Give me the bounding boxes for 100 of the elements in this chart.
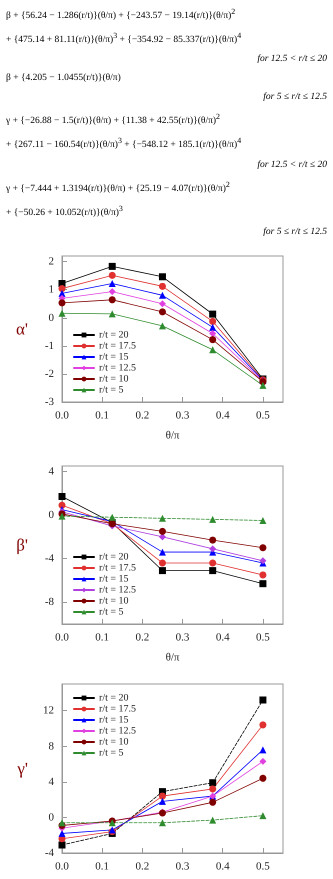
point [158,514,166,522]
point [158,528,166,535]
y-tick-label: 4 [48,776,54,788]
x-tick-label: 0.5 [256,860,270,872]
x-tick-label: 0.0 [55,632,70,644]
y-tick-label: -3 [44,396,54,408]
text: β + {56.24 − 1.286(r/t)}(θ/π) + {−243.57 − 19.14(r/t)}(θ/π)$^{2}$ [5,6,236,24]
point [209,567,216,574]
point [58,310,66,317]
y-axis-title: β' [16,536,28,554]
point [259,746,266,754]
x-tick-label: 0.2 [135,632,150,644]
x-tick-label: 0.4 [216,632,230,644]
x-tick-label: 0.2 [135,410,150,422]
point [108,272,116,279]
x-tick-label: 0.5 [256,410,270,422]
point [108,288,116,296]
y-tick-label: 4 [48,465,54,478]
point [209,330,216,337]
text: + {475.14 + 81.11(r/t)}(θ/π)$^{3}$ + {−354.92 − 85.337(r/t)}(θ/π)$^{4}$ [5,30,242,48]
point [259,758,266,765]
point [158,567,166,574]
x-tick-label: 0.4 [216,410,230,422]
text: β + {4.205 − 1.0455(r/t)}(θ/π) [5,72,122,86]
y-tick-label: 12 [43,704,54,717]
point [259,516,266,524]
legend-label: r/t = 20 [99,330,129,340]
text: for 12.5 < r/t ≤ 20 [256,53,328,66]
point [58,493,66,500]
text: for 5 ≤ r/t ≤ 12.5 [262,91,328,104]
legend-label: r/t = 5 [99,748,124,758]
point [209,785,216,792]
point [209,336,216,344]
y-axis-title: α' [16,320,28,338]
point [209,559,216,566]
point [209,545,216,552]
x-tick-label: 0.0 [55,860,70,872]
x-tick-label: 0.1 [95,632,110,644]
point [108,310,116,318]
point [108,262,116,270]
point [259,812,266,820]
y-tick-label: 0 [48,509,54,522]
legend-label: r/t = 5 [99,606,124,618]
point [108,296,116,304]
y-tick-label: -4 [44,552,54,565]
point [58,285,66,292]
x-tick-label: 0.1 [95,860,110,872]
text: for 12.5 < r/t ≤ 20 [256,158,328,172]
legend-label: r/t = 15 [99,352,129,362]
legend-label: r/t = 12.5 [99,362,136,374]
x-tick-label: 0.3 [176,632,190,644]
point [58,841,66,848]
point [259,721,266,728]
point [158,548,166,556]
legend-label: r/t = 17.5 [99,562,136,574]
text: γ + {−26.88 − 1.5(r/t)}(θ/π) + {11.38 + 42.55(r/t)}(θ/π)$^{2}$ [5,111,221,128]
y-tick-label: 1 [48,284,54,296]
point [158,292,166,299]
x-tick-label: 0.4 [216,860,230,872]
point [58,512,66,520]
x-tick-label: 0.2 [135,860,150,872]
legend-label: r/t = 17.5 [99,704,136,714]
point [158,559,166,566]
point [259,580,266,588]
legend-label: r/t = 10 [99,374,129,384]
point [259,774,266,782]
text: for 5 ≤ r/t ≤ 12.5 [262,226,328,239]
point [209,310,216,318]
legend-label: r/t = 12.5 [99,584,136,596]
legend-label: r/t = 10 [99,736,129,748]
point [158,798,166,805]
point [158,322,166,330]
point [58,819,66,826]
x-tick-label: 0.3 [176,860,190,872]
legend-label: r/t = 5 [99,384,124,396]
x-tick-label: 0.1 [95,410,110,422]
point [209,816,216,824]
y-tick-label: 0 [48,312,54,324]
point [259,696,266,704]
point [158,273,166,280]
legend-label: r/t = 12.5 [99,726,136,736]
text: + {267.11 − 160.54(r/t)}(θ/π)$^{3}$ + {−548.12 + 185.1(r/t)}(θ/π)$^{4}$ [5,135,242,153]
x-tick-label: 0.0 [55,410,70,422]
y-tick-label: -1 [44,340,54,352]
legend-label: r/t = 20 [99,692,129,704]
y-tick-label: -2 [44,368,54,380]
text: + {−50.26 + 10.052(r/t)}(θ/π)$^{3}$ [5,202,124,220]
legend-label: r/t = 10 [99,596,129,606]
y-axis-title: γ' [16,759,28,778]
text: γ + {−7.444 + 1.3194(r/t)}(θ/π) + {25.19 − 4.07(r/t)}(θ/π)$^{2}$ [5,178,231,196]
legend-label: r/t = 15 [99,714,129,726]
point [209,516,216,523]
point [58,502,66,509]
point [259,571,266,578]
y-tick-label: 0 [48,811,54,824]
point [158,308,166,316]
point [209,324,216,331]
point [209,536,216,544]
point [209,318,216,325]
x-tick-label: 0.5 [256,632,270,644]
